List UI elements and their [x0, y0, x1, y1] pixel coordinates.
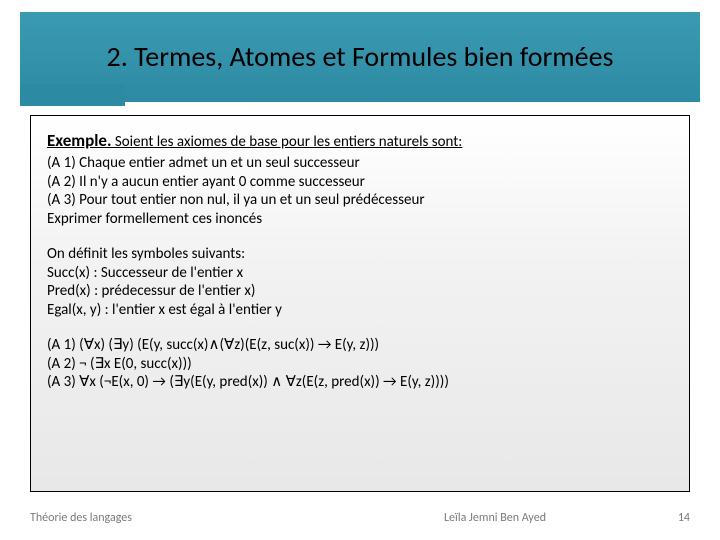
- slide-title: 2. Termes, Atomes et Formules bien formé…: [107, 41, 614, 73]
- content-box: Exemple. Soient les axiomes de base pour…: [30, 115, 690, 492]
- axiom-3-text: (A 3) Pour tout entier non nul, il ya un…: [47, 191, 673, 210]
- example-intro: Soient les axiomes de base pour les enti…: [111, 133, 462, 151]
- accent-bar: [20, 84, 125, 106]
- footer-center: Leïla Jemni Ben Ayed: [340, 511, 650, 525]
- axiom-2-formal: (A 2) ¬ (∃x E(0, succ(x))): [47, 355, 673, 374]
- axiom-2-text: (A 2) Il n'y a aucun entier ayant 0 comm…: [47, 173, 673, 192]
- succ-def: Succ(x) : Successeur de l'entier x: [47, 264, 673, 283]
- symbols-block: On définit les symboles suivants: Succ(x…: [47, 245, 673, 320]
- footer: Théorie des langages Leïla Jemni Ben Aye…: [0, 506, 720, 530]
- pred-def: Pred(x) : prédecessur de l'entier x): [47, 282, 673, 301]
- page-number: 14: [650, 511, 690, 525]
- symbols-intro: On définit les symboles suivants:: [47, 245, 673, 264]
- express-prompt: Exprimer formellement ces inoncés: [47, 210, 673, 229]
- axiom-1-text: (A 1) Chaque entier admet un et un seul …: [47, 154, 673, 173]
- axioms-informal: (A 1) Chaque entier admet un et un seul …: [47, 154, 673, 229]
- axiom-3-formal: (A 3) ∀x (¬E(x, 0) → (∃y(E(y, pred(x)) ∧…: [47, 373, 673, 392]
- example-heading: Exemple. Soient les axiomes de base pour…: [47, 130, 673, 152]
- example-label: Exemple.: [47, 130, 111, 151]
- egal-def: Egal(x, y) : l'entier x est égal à l'ent…: [47, 301, 673, 320]
- footer-left: Théorie des langages: [30, 511, 340, 525]
- axioms-formal: (A 1) (∀x) (∃y) (E(y, succ(x)∧(∀z)(E(z, …: [47, 336, 673, 392]
- axiom-1-formal: (A 1) (∀x) (∃y) (E(y, succ(x)∧(∀z)(E(z, …: [47, 336, 673, 355]
